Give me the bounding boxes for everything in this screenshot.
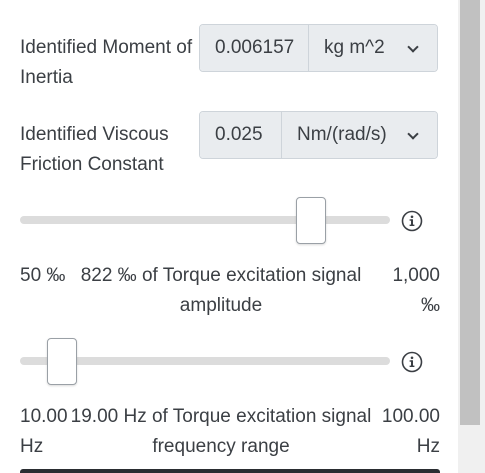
amplitude-slider[interactable] [20, 197, 390, 245]
inertia-input-group: 0.006157 kg m^2 [199, 24, 438, 72]
friction-unit-select[interactable]: Nm/(rad/s) [282, 112, 437, 158]
vertical-scrollbar[interactable] [458, 0, 485, 473]
inertia-unit-label: kg m^2 [324, 37, 385, 58]
frequency-slider-handle[interactable] [47, 338, 77, 385]
inertia-field-row: Identified Moment of Inertia 0.006157 kg… [20, 24, 440, 93]
frequency-range-labels: 10.00 Hz 19.00 Hz of Torque excitation s… [20, 402, 440, 462]
chevron-down-icon [407, 42, 419, 54]
friction-unit-label: Nm/(rad/s) [297, 124, 387, 145]
inertia-value-input[interactable]: 0.006157 [200, 25, 309, 71]
next-section-edge [20, 469, 440, 473]
frequency-slider-track[interactable] [20, 357, 390, 365]
info-icon[interactable] [401, 210, 423, 232]
friction-label: Identified Viscous Friction Constant [20, 124, 169, 175]
frequency-slider[interactable] [20, 338, 390, 386]
inertia-unit-select[interactable]: kg m^2 [309, 25, 437, 71]
chevron-down-icon [407, 129, 419, 141]
frequency-caption: 19.00 Hz of Torque excitation signal fre… [70, 406, 372, 457]
frequency-max-label: 100.00 Hz [381, 406, 440, 457]
info-icon[interactable] [401, 351, 423, 373]
amplitude-slider-handle[interactable] [296, 197, 326, 244]
amplitude-slider-track[interactable] [20, 216, 390, 224]
scrollbar-thumb[interactable] [460, 0, 480, 425]
amplitude-caption: 822 ‰ of Torque excitation signal amplit… [80, 265, 362, 316]
settings-panel: Identified Moment of Inertia 0.006157 kg… [0, 0, 458, 473]
amplitude-min-label: 50 ‰ [20, 265, 66, 286]
amplitude-max-label: 1,000 ‰ [392, 265, 440, 316]
amplitude-range-labels: 50 ‰ 822 ‰ of Torque excitation signal a… [20, 261, 440, 321]
friction-value-input[interactable]: 0.025 [200, 112, 282, 158]
friction-input-group: 0.025 Nm/(rad/s) [199, 111, 438, 159]
frequency-min-label: 10.00 Hz [20, 406, 68, 457]
inertia-label: Identified Moment of Inertia [20, 37, 193, 88]
friction-field-row: Identified Viscous Friction Constant 0.0… [20, 111, 440, 180]
